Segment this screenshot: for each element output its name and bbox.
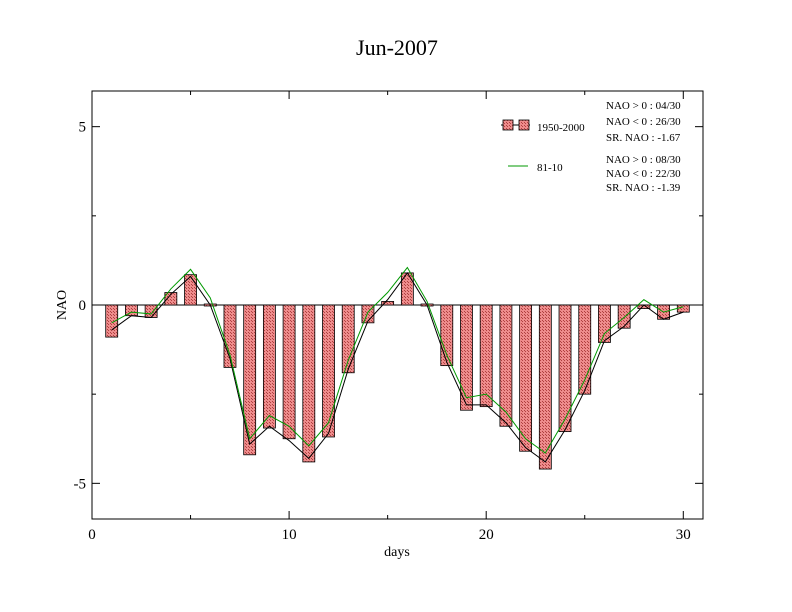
- bar-day-13: [341, 304, 355, 374]
- bar-day-18: [440, 304, 454, 367]
- bar-day-23: [538, 304, 552, 470]
- chart-title: Jun-2007: [356, 35, 438, 60]
- legend-swatch-1950-2000-a: [502, 119, 514, 131]
- bar-day-26: [598, 304, 611, 343]
- stats-annotations: NAO > 0 : 04/30 NAO < 0 : 26/30 SR. NAO …: [606, 100, 681, 194]
- bar-day-10: [282, 304, 296, 440]
- bar-day-8: [243, 304, 257, 456]
- bar-day-4: [164, 292, 178, 306]
- bar-day-5: [184, 274, 197, 306]
- bar-day-22: [519, 304, 533, 452]
- legend: 1950-2000 81-10: [501, 119, 585, 174]
- stats-group1-line3: SR. NAO : -1.67: [606, 132, 681, 144]
- stats-group1-line1: NAO > 0 : 04/30: [606, 100, 681, 112]
- bar-day-21: [499, 304, 513, 427]
- bar-day-12: [322, 304, 335, 438]
- y-axis-label: NAO: [55, 290, 70, 320]
- legend-label-1950-2000: 1950-2000: [537, 122, 585, 134]
- x-axis-label: days: [384, 545, 410, 560]
- x-tick-label-10: 10: [282, 527, 297, 543]
- y-tick-label-0: 0: [79, 298, 87, 314]
- y-tick-label-5: 5: [79, 120, 87, 136]
- stats-group2-line2: NAO < 0 : 22/30: [606, 168, 681, 180]
- legend-swatch-1950-2000-b: [518, 119, 530, 131]
- bar-day-3: [144, 304, 158, 318]
- bar-day-20: [479, 304, 493, 408]
- series-lines: [111, 266, 684, 463]
- bar-day-15: [381, 301, 395, 306]
- legend-label-81-10: 81-10: [537, 162, 563, 174]
- x-tick-label-20: 20: [479, 527, 494, 543]
- stats-group2-line3: SR. NAO : -1.39: [606, 182, 681, 194]
- stats-group2-line1: NAO > 0 : 08/30: [606, 154, 681, 166]
- bar-day-9: [262, 304, 276, 429]
- y-tick-label--5: -5: [74, 476, 87, 492]
- series-line-line-0: [111, 272, 684, 463]
- bar-day-30: [676, 304, 690, 313]
- x-tick-label-30: 30: [676, 527, 691, 543]
- bar-day-1: [105, 304, 119, 338]
- bar-day-24: [558, 304, 572, 433]
- bar-day-19: [460, 304, 473, 411]
- bar-day-11: [302, 304, 316, 463]
- bar-day-16: [400, 272, 414, 306]
- series-line-81-10: [111, 266, 684, 454]
- bar-day-27: [617, 304, 631, 329]
- x-tick-label-0: 0: [88, 527, 96, 543]
- stats-group1-line2: NAO < 0 : 26/30: [606, 116, 681, 128]
- bars: [105, 272, 690, 470]
- axis-ticks: 0 10 20 30 -5 0 5: [74, 91, 703, 543]
- legend-entries: [501, 119, 530, 167]
